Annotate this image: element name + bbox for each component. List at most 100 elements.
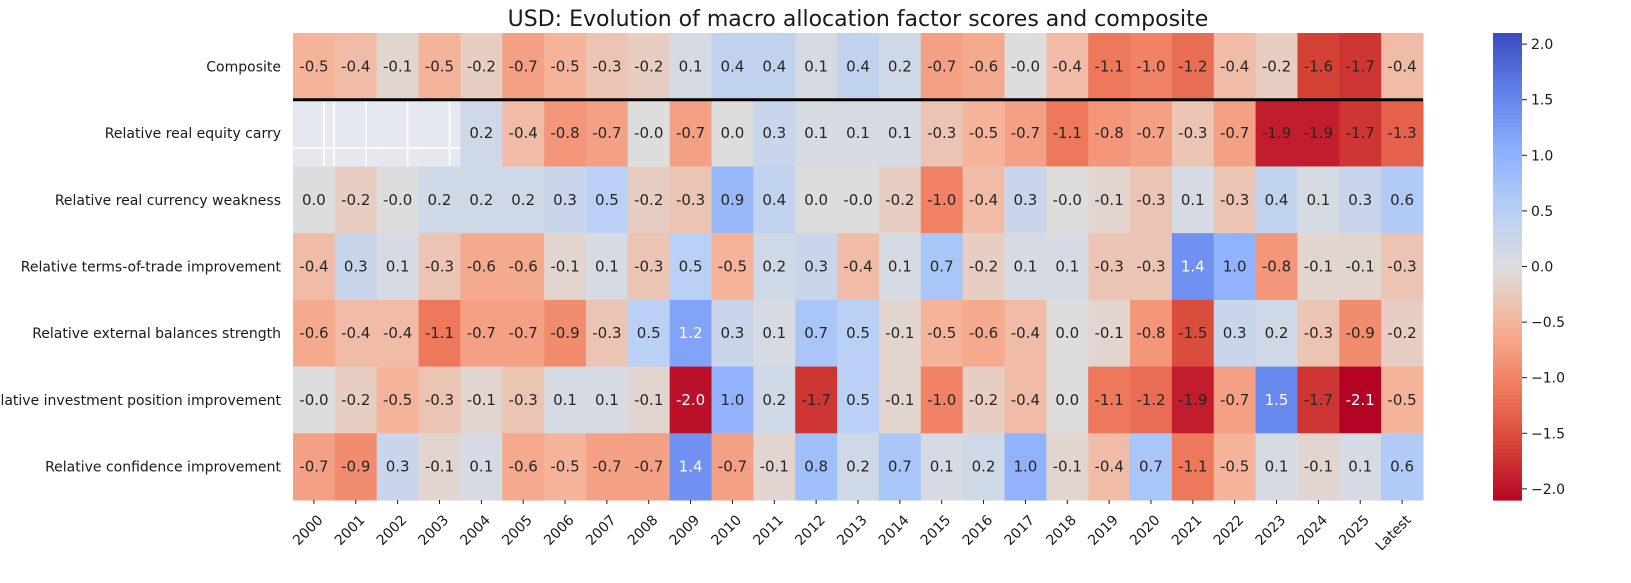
heatmap-cell xyxy=(711,33,754,101)
cell-label: 1.0 xyxy=(1223,258,1247,276)
heatmap-cell xyxy=(1046,366,1089,434)
colorbar-segment xyxy=(1493,332,1522,338)
cell-label: -0.3 xyxy=(592,324,621,342)
colorbar-segment xyxy=(1493,313,1522,318)
colorbar-segment xyxy=(1493,250,1522,256)
column-label: 2008 xyxy=(625,512,662,549)
column-label: 2001 xyxy=(332,512,369,549)
colorbar-segment xyxy=(1493,274,1522,279)
colorbar-segment xyxy=(1493,363,1522,369)
heatmap-cell xyxy=(585,33,629,101)
cell-label: -0.7 xyxy=(927,57,956,75)
colorbar-segment xyxy=(1493,122,1522,127)
cell-label: -0.3 xyxy=(1094,258,1123,276)
cell-label: -1.1 xyxy=(1053,124,1082,142)
colorbar-segment xyxy=(1493,324,1522,330)
colorbar-segment xyxy=(1493,426,1522,431)
heatmap-cell xyxy=(1130,299,1173,368)
cell-label: 0.1 xyxy=(1181,191,1205,209)
colorbar-segment xyxy=(1493,254,1522,260)
cell-label: -0.0 xyxy=(1011,57,1040,75)
cell-label: -1.9 xyxy=(1178,391,1207,409)
colorbar-segment xyxy=(1493,262,1522,268)
cell-label: -0.6 xyxy=(969,57,998,75)
cell-label: -0.3 xyxy=(425,258,454,276)
colorbar-segment xyxy=(1493,441,1522,447)
heatmap-cell xyxy=(1130,233,1173,301)
heatmap-cell xyxy=(837,299,880,368)
cell-label: -1.1 xyxy=(1178,458,1207,476)
colorbar-segment xyxy=(1493,188,1522,194)
cell-label: 0.4 xyxy=(1265,191,1289,209)
colorbar-tick-label: −1.0 xyxy=(1531,371,1565,387)
cell-label: -2.1 xyxy=(1346,391,1375,409)
cell-label: -0.6 xyxy=(509,258,538,276)
cell-label: 0.4 xyxy=(762,191,786,209)
colorbar-segment xyxy=(1493,301,1522,307)
heatmap-cell xyxy=(962,99,1005,167)
colorbar-segment xyxy=(1493,391,1522,396)
heatmap-cell xyxy=(920,99,964,167)
heatmap-cell xyxy=(1004,366,1047,434)
row-label: Relative real equity carry xyxy=(105,126,281,142)
column-label: 2025 xyxy=(1336,512,1373,549)
colorbar-segment xyxy=(1493,371,1522,377)
column-label: 2023 xyxy=(1253,512,1290,549)
heatmap-cell xyxy=(585,233,629,301)
cell-label: -0.2 xyxy=(634,57,663,75)
column-label: 2017 xyxy=(1002,512,1039,549)
colorbar-segment xyxy=(1493,68,1522,73)
colorbar-segment xyxy=(1493,141,1522,147)
cell-label: 0.1 xyxy=(888,124,912,142)
colorbar-segment xyxy=(1493,227,1522,233)
cell-label: -0.1 xyxy=(1346,258,1375,276)
column-label: 2016 xyxy=(960,512,997,549)
heatmap-cell xyxy=(669,33,713,101)
heatmap-cell xyxy=(1130,366,1173,434)
cell-label: -0.4 xyxy=(299,258,328,276)
colorbar-segment xyxy=(1493,402,1522,408)
heatmap-cell xyxy=(962,33,1005,101)
cell-label: -0.1 xyxy=(1304,258,1333,276)
colorbar-segment xyxy=(1493,200,1522,205)
heatmap-cell xyxy=(627,433,671,501)
cell-label: -0.4 xyxy=(1053,57,1082,75)
cell-label: -0.7 xyxy=(718,458,747,476)
cell-label: -0.7 xyxy=(592,124,621,142)
column-labels: 2000 2001 2002 2003 2004 2005 2006 2007 2008 2009… xyxy=(290,500,1415,554)
cell-label: -0.5 xyxy=(969,124,998,142)
colorbar-segment xyxy=(1493,461,1522,466)
heatmap-cell xyxy=(334,166,378,234)
heatmap-cell xyxy=(418,233,461,301)
cell-label: 0.2 xyxy=(511,191,535,209)
heatmap-cell xyxy=(1004,166,1047,234)
cell-label: -0.1 xyxy=(1094,324,1123,342)
heatmap-cell xyxy=(878,166,922,234)
heatmap-cell xyxy=(962,233,1005,301)
cell-label: -0.4 xyxy=(341,57,370,75)
row-label: Relative external balances strength xyxy=(32,326,281,342)
colorbar-segment xyxy=(1493,33,1522,38)
colorbar-segment xyxy=(1493,387,1522,392)
cell-label: -0.7 xyxy=(1136,124,1165,142)
colorbar-segment xyxy=(1493,169,1522,174)
colorbar-segment xyxy=(1493,394,1522,400)
colorbar-segment xyxy=(1493,212,1522,217)
colorbar-segment xyxy=(1493,40,1522,46)
heatmap-cell xyxy=(753,299,796,368)
cell-label: -1.7 xyxy=(1346,124,1375,142)
cell-label: 0.2 xyxy=(846,458,870,476)
cell-label: -0.3 xyxy=(1387,258,1416,276)
heatmap-cell xyxy=(1088,166,1131,234)
cell-label: -0.5 xyxy=(1220,458,1249,476)
cell-label: 0.5 xyxy=(846,324,870,342)
heatmap-cell xyxy=(418,433,461,501)
colorbar-segment xyxy=(1493,71,1522,77)
heatmap-cell xyxy=(544,366,587,434)
colorbar-segment xyxy=(1493,492,1522,497)
column-label: 2010 xyxy=(709,512,746,549)
cell-label: -0.0 xyxy=(383,191,412,209)
cell-label: 0.7 xyxy=(930,258,954,276)
column-label: 2022 xyxy=(1211,512,1248,549)
colorbar-segment xyxy=(1493,480,1522,486)
